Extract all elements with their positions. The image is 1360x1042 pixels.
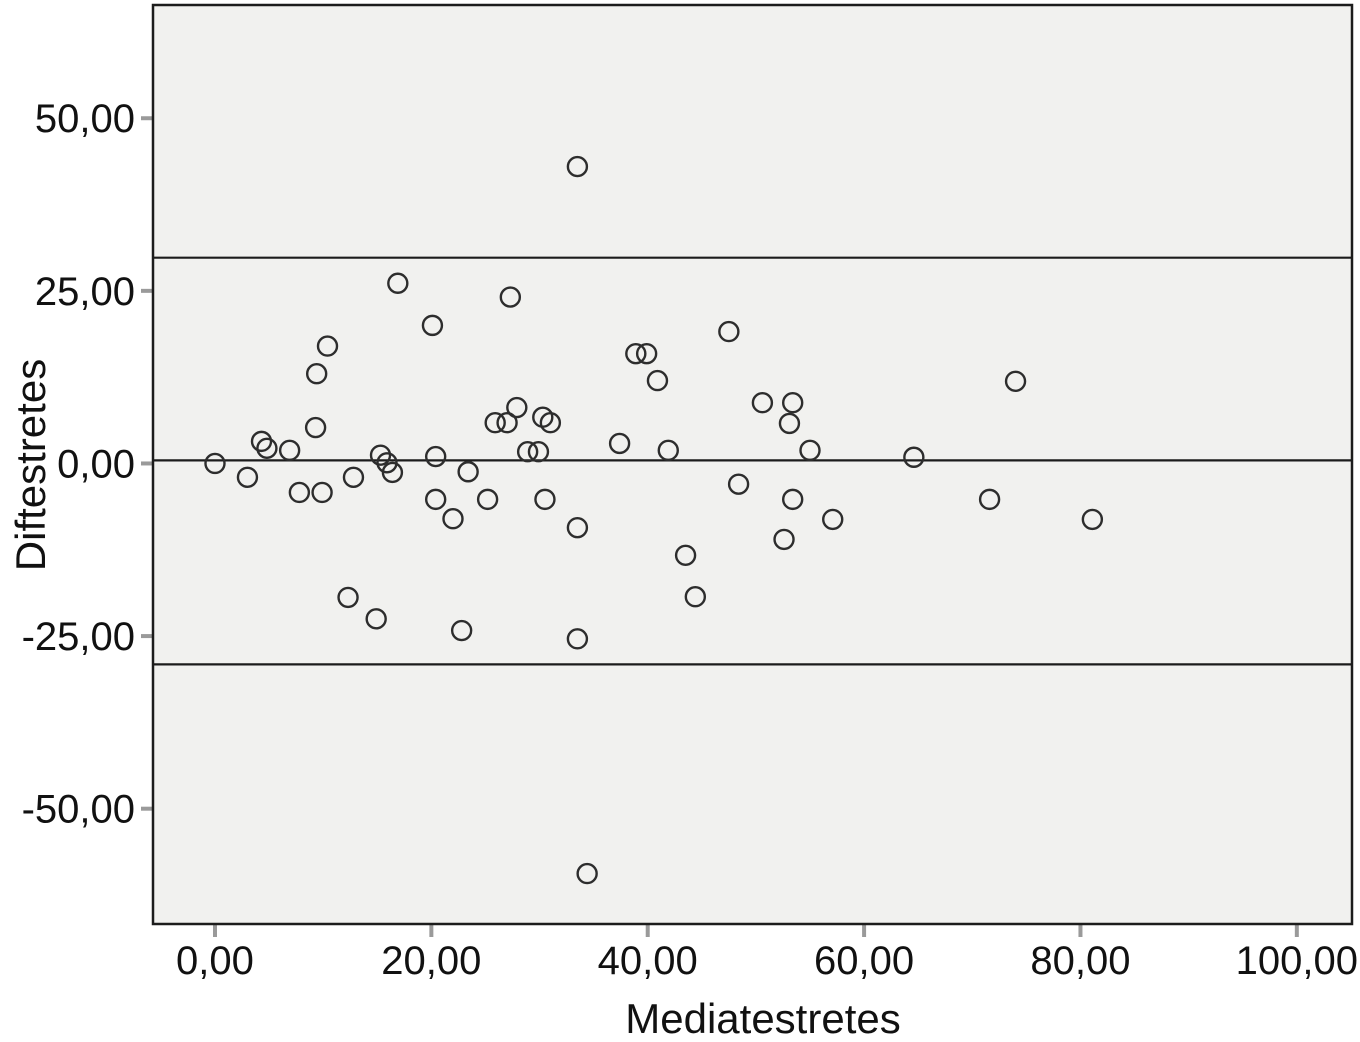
y-tick-label: 0,00 (57, 442, 135, 486)
data-point (566, 628, 589, 650)
data-point (506, 396, 528, 419)
data-point (256, 437, 278, 459)
data-point (387, 272, 409, 294)
data-point (646, 369, 669, 392)
y-tick-label: 25,00 (35, 270, 135, 314)
data-point (657, 439, 679, 462)
data-point (608, 432, 631, 455)
data-point (534, 488, 556, 511)
data-point (424, 445, 447, 468)
data-point (457, 461, 479, 483)
data-point (442, 508, 464, 530)
data-point (278, 439, 301, 462)
data-point (288, 481, 311, 504)
x-tick-label: 0,00 (176, 939, 254, 983)
data-point (450, 619, 473, 642)
data-point (369, 444, 392, 466)
data-point (527, 441, 550, 463)
data-point (1004, 370, 1027, 392)
data-point (476, 488, 499, 511)
y-axis-title: Diftestretes (7, 358, 54, 572)
y-tick-label: -25,00 (22, 615, 135, 659)
x-tick-label: 100,00 (1236, 939, 1358, 983)
data-point (773, 528, 795, 551)
data-point (778, 412, 801, 435)
data-point (718, 320, 740, 343)
data-point (674, 544, 697, 566)
data-point (751, 392, 774, 414)
data-point (204, 452, 226, 475)
x-tick-label: 40,00 (598, 939, 698, 983)
data-point (516, 441, 539, 463)
data-point (381, 461, 404, 484)
x-tick-label: 60,00 (814, 939, 914, 983)
data-point (727, 473, 750, 495)
plot-area (153, 5, 1352, 924)
x-axis-title: Mediatestretes (625, 995, 901, 1042)
data-point (250, 430, 273, 453)
data-point (304, 416, 327, 439)
x-tick-label: 20,00 (381, 939, 481, 983)
data-point (781, 392, 804, 414)
data-point (625, 342, 647, 365)
data-point (566, 155, 589, 178)
data-point (539, 412, 562, 434)
plot-border (151, 3, 1354, 926)
data-point (484, 412, 506, 434)
y-tick-label: -50,00 (22, 788, 135, 832)
data-point (635, 342, 658, 365)
data-point (822, 508, 844, 531)
data-point (311, 481, 333, 504)
data-point (499, 286, 522, 308)
data-point (566, 516, 589, 539)
data-point (903, 446, 925, 468)
data-point (316, 335, 339, 357)
y-tick-label: 50,00 (35, 97, 135, 141)
data-point (1081, 508, 1104, 531)
data-point (337, 586, 359, 609)
data-point (978, 488, 1001, 511)
data-point (799, 439, 821, 462)
data-point (421, 314, 444, 337)
data-point (496, 412, 518, 434)
data-point (781, 488, 804, 511)
data-point (576, 862, 598, 885)
data-point (342, 466, 365, 488)
data-point (684, 586, 707, 608)
data-point (236, 466, 259, 488)
x-tick-label: 80,00 (1030, 939, 1130, 983)
data-point (305, 363, 328, 385)
data-point (365, 608, 387, 630)
data-point (424, 488, 447, 511)
